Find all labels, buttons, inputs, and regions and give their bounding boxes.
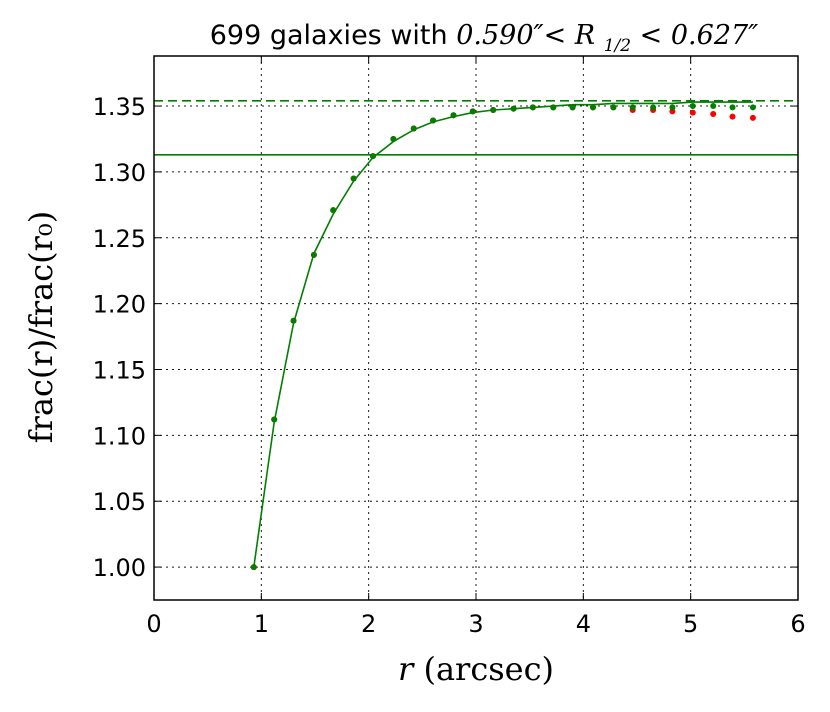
x-tick-label: 4 <box>576 610 591 638</box>
red-data-point <box>710 110 717 117</box>
green-data-point <box>271 416 278 423</box>
y-tick-label: 1.20 <box>93 291 146 319</box>
y-tick-label: 1.15 <box>93 356 146 384</box>
y-tick-label: 1.05 <box>93 488 146 516</box>
y-tick-label: 1.30 <box>93 159 146 187</box>
green-data-point <box>430 117 437 124</box>
x-axis-label-variable: r <box>398 650 415 688</box>
x-tick-label: 2 <box>361 610 376 638</box>
green-data-point <box>350 175 357 182</box>
reference-lines <box>154 99 798 156</box>
y-tick-label: 1.10 <box>93 422 146 450</box>
data-points <box>250 103 756 571</box>
green-data-point <box>310 251 317 258</box>
green-data-point <box>669 104 676 111</box>
green-data-point <box>490 107 497 114</box>
fit-curve-layer <box>253 101 753 568</box>
y-tick-label: 1.25 <box>93 225 146 253</box>
chart-title-subscript: 1/2 <box>604 36 631 56</box>
green-data-point <box>290 317 297 324</box>
x-tick-label: 1 <box>254 610 269 638</box>
y-axis-label: frac(r)/frac(r₀) <box>22 211 60 443</box>
chart-title: 699 galaxies with 0.590″< R 1/2 < 0.627″ <box>210 20 759 58</box>
y-tick-label: 1.35 <box>93 93 146 121</box>
green-data-point <box>749 104 756 111</box>
chart-title-prefix: 699 galaxies with <box>210 20 448 51</box>
green-data-point <box>550 104 557 111</box>
green-data-point <box>469 108 476 115</box>
green-data-point <box>330 207 337 214</box>
red-data-point <box>729 113 736 120</box>
green-data-point <box>510 105 517 112</box>
green-data-point <box>410 125 417 132</box>
green-data-point <box>629 104 636 111</box>
x-tick-label: 6 <box>790 610 805 638</box>
grid <box>154 56 798 600</box>
green-data-point <box>689 103 696 110</box>
x-axis-label-unit: (arcsec) <box>413 650 554 688</box>
green-data-point <box>390 135 397 142</box>
x-axis-label: r (arcsec) <box>398 650 554 688</box>
green-data-point <box>250 564 257 571</box>
x-tick-label: 0 <box>146 610 161 638</box>
green-data-point <box>369 153 376 160</box>
green-data-point <box>529 104 536 111</box>
y-tick-label: 1.00 <box>93 554 146 582</box>
fit-curve <box>253 101 753 568</box>
green-data-point <box>650 104 657 111</box>
chart-title-math-tail: < 0.627″ <box>640 20 759 51</box>
axis-ticks: 0 1 2 3 4 5 6 1.00 1.05 1.10 1.15 1.20 1.25 1.30 1.35 <box>93 56 806 638</box>
green-data-point <box>610 104 617 111</box>
x-tick-label: 3 <box>468 610 483 638</box>
green-data-point <box>450 112 457 119</box>
green-data-point <box>569 104 576 111</box>
green-data-point <box>729 104 736 111</box>
green-data-point <box>589 104 596 111</box>
green-data-point <box>710 103 717 110</box>
red-data-point <box>689 109 696 116</box>
red-data-point <box>749 114 756 121</box>
chart-title-math: 0.590″< R <box>456 20 595 51</box>
x-tick-label: 5 <box>683 610 698 638</box>
